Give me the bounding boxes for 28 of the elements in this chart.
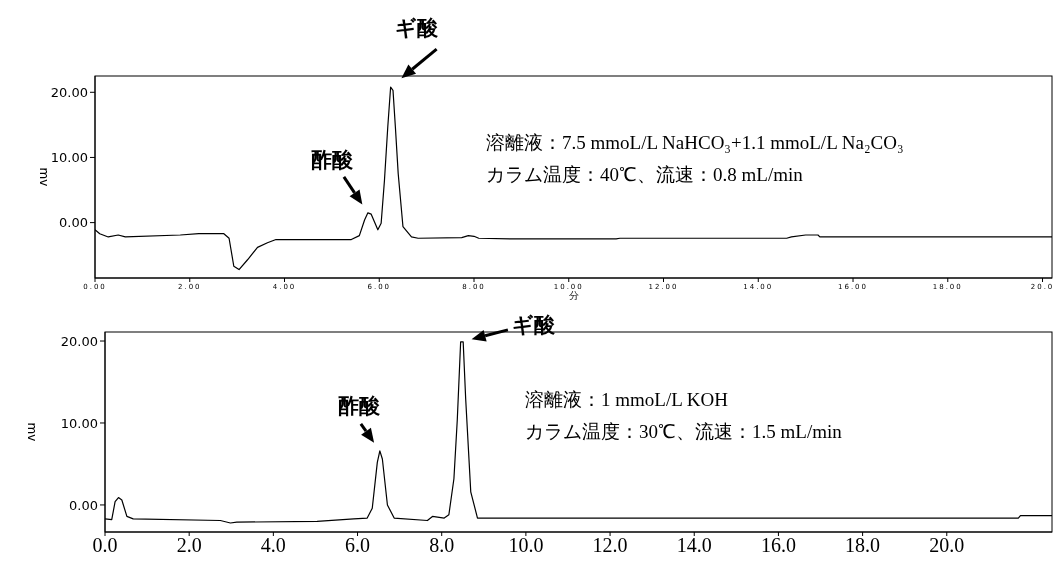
y-tick-label: 10.00 xyxy=(60,415,98,431)
y-tick-label: 0.00 xyxy=(59,215,88,231)
x-tick-label: 14.0 xyxy=(676,534,712,557)
y-axis-title: mv xyxy=(37,167,51,187)
x-tick-label: 2.0 xyxy=(176,534,202,557)
x-tick-label: 8.0 xyxy=(429,534,455,557)
y-tick-label: 0.00 xyxy=(69,497,98,513)
annotation: カラム温度：40℃、流速：0.8 mL/min xyxy=(486,163,803,187)
x-tick-label: 6.0 xyxy=(345,534,371,557)
y-axis-title: mv xyxy=(25,422,39,442)
x-tick-label: 20.0 xyxy=(929,534,965,557)
x-tick-label: 4.0 xyxy=(260,534,286,557)
y-tick-label: 10.00 xyxy=(50,150,88,166)
annotation: 酢酸 xyxy=(310,147,354,172)
annotation: ギ酸 xyxy=(512,312,557,337)
x-tick-label: 12.0 xyxy=(592,534,628,557)
annotation: 溶離液：1 mmoL/L KOH xyxy=(525,388,729,412)
x-tick-label: 0.0 xyxy=(92,534,118,557)
annotation: ギ酸 xyxy=(395,16,440,41)
x-tick-label: 10.0 xyxy=(508,534,544,557)
annotation: 酢酸 xyxy=(337,393,381,418)
x-tick-label: 18.0 xyxy=(845,534,881,557)
x-axis-title: 分 xyxy=(568,290,579,301)
annotation: カラム温度：30℃、流速：1.5 mL/min xyxy=(525,420,842,444)
y-tick-label: 20.00 xyxy=(60,333,98,349)
y-tick-label: 20.00 xyxy=(50,84,88,100)
annotation: 溶離液：7.5 mmoL/L NaHCO₃+1.1 mmoL/L Na₂CO₃ xyxy=(486,131,904,155)
x-tick-label: 16.0 xyxy=(760,534,796,557)
